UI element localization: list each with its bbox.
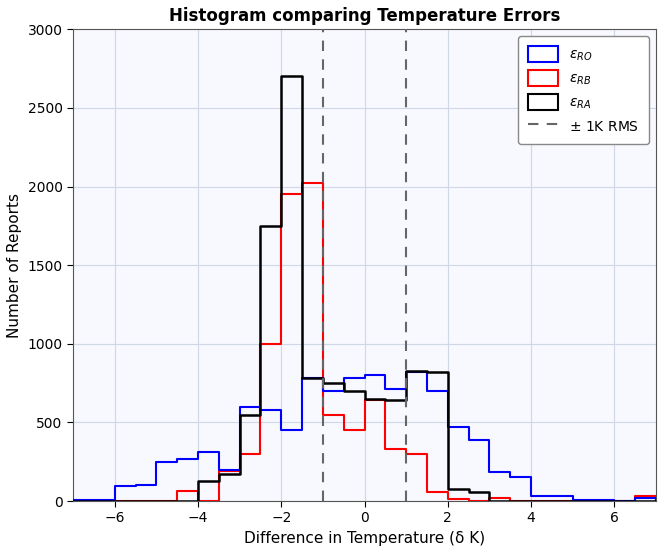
X-axis label: Difference in Temperature (δ K): Difference in Temperature (δ K) bbox=[244, 531, 485, 546]
Y-axis label: Number of Reports: Number of Reports bbox=[7, 192, 22, 338]
Legend: $\epsilon_{RO}$, $\epsilon_{RB}$, $\epsilon_{RA}$, $\pm$ 1K RMS: $\epsilon_{RO}$, $\epsilon_{RB}$, $\epsi… bbox=[518, 36, 649, 144]
Title: Histogram comparing Temperature Errors: Histogram comparing Temperature Errors bbox=[169, 7, 560, 25]
